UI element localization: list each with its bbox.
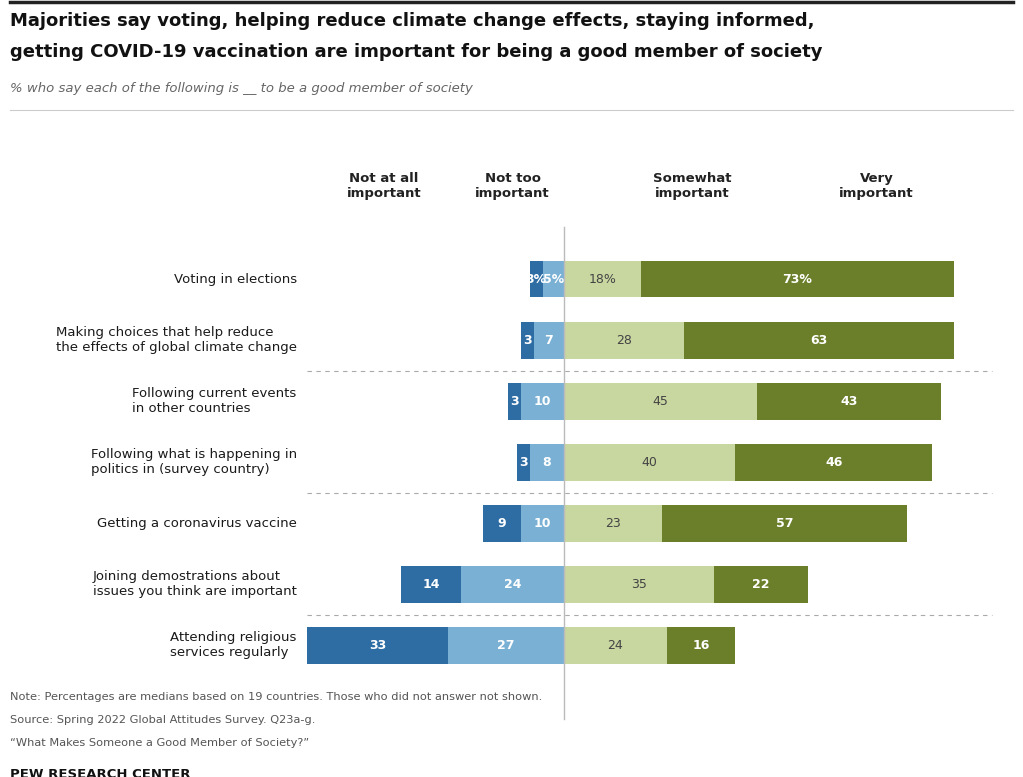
Text: Note: Percentages are medians based on 19 countries. Those who did not answer no: Note: Percentages are medians based on 1… bbox=[10, 692, 542, 702]
Text: 24: 24 bbox=[503, 578, 522, 591]
Text: 57: 57 bbox=[775, 517, 793, 530]
Bar bbox=[714, 566, 808, 603]
Text: Joining demostrations about
issues you think are important: Joining demostrations about issues you t… bbox=[93, 570, 297, 598]
Bar bbox=[564, 566, 714, 603]
Text: 16: 16 bbox=[693, 639, 710, 652]
Bar bbox=[736, 444, 932, 481]
Bar bbox=[564, 322, 683, 358]
Bar bbox=[683, 322, 953, 358]
Bar bbox=[508, 383, 521, 420]
Text: % who say each of the following is __ to be a good member of society: % who say each of the following is __ to… bbox=[10, 82, 473, 95]
Text: 23: 23 bbox=[606, 517, 621, 530]
Bar bbox=[564, 261, 641, 298]
Text: 14: 14 bbox=[422, 578, 440, 591]
Text: 24: 24 bbox=[608, 639, 623, 652]
Text: 27: 27 bbox=[497, 639, 515, 652]
Text: Not at all
important: Not at all important bbox=[347, 172, 421, 200]
Text: “What Makes Someone a Good Member of Society?”: “What Makes Someone a Good Member of Soc… bbox=[10, 738, 309, 748]
Bar bbox=[517, 444, 530, 481]
Text: 73%: 73% bbox=[783, 273, 812, 286]
Text: 3: 3 bbox=[519, 456, 528, 469]
Text: getting COVID-19 vaccination are important for being a good member of society: getting COVID-19 vaccination are importa… bbox=[10, 43, 822, 61]
Bar bbox=[521, 322, 534, 358]
Bar bbox=[564, 444, 736, 481]
Text: Somewhat
important: Somewhat important bbox=[654, 172, 731, 200]
Bar bbox=[534, 322, 564, 358]
Text: 7: 7 bbox=[544, 333, 553, 347]
Bar bbox=[564, 505, 663, 542]
Bar bbox=[483, 505, 521, 542]
Text: Not too
important: Not too important bbox=[476, 172, 549, 200]
Text: 3%: 3% bbox=[526, 273, 546, 286]
Bar bbox=[564, 383, 757, 420]
Bar bbox=[530, 261, 542, 298]
Text: 3: 3 bbox=[510, 395, 519, 408]
Text: Voting in elections: Voting in elections bbox=[174, 273, 297, 286]
Bar bbox=[641, 261, 953, 298]
Bar bbox=[530, 444, 564, 481]
Text: 22: 22 bbox=[752, 578, 769, 591]
Bar bbox=[461, 566, 564, 603]
Bar bbox=[564, 627, 667, 664]
Text: 35: 35 bbox=[631, 578, 647, 591]
Text: PEW RESEARCH CENTER: PEW RESEARCH CENTER bbox=[10, 768, 190, 777]
Text: 10: 10 bbox=[534, 517, 551, 530]
Bar bbox=[521, 505, 564, 542]
Text: Majorities say voting, helping reduce climate change effects, staying informed,: Majorities say voting, helping reduce cl… bbox=[10, 12, 814, 30]
Text: 5%: 5% bbox=[542, 273, 564, 286]
Bar bbox=[757, 383, 941, 420]
Text: Very
important: Very important bbox=[839, 172, 914, 200]
Text: 46: 46 bbox=[826, 456, 843, 469]
Text: 33: 33 bbox=[369, 639, 387, 652]
Bar bbox=[307, 627, 448, 664]
Bar bbox=[521, 383, 564, 420]
Text: 3: 3 bbox=[523, 333, 532, 347]
Text: 40: 40 bbox=[641, 456, 658, 469]
Text: Following current events
in other countries: Following current events in other countr… bbox=[132, 387, 297, 415]
Bar bbox=[542, 261, 564, 298]
Text: Getting a coronavirus vaccine: Getting a coronavirus vaccine bbox=[97, 517, 297, 530]
Text: 18%: 18% bbox=[588, 273, 617, 286]
Bar bbox=[401, 566, 461, 603]
Text: 45: 45 bbox=[653, 395, 668, 408]
Text: Attending religious
services regularly: Attending religious services regularly bbox=[170, 632, 297, 660]
Text: Following what is happening in
politics in (survey country): Following what is happening in politics … bbox=[91, 448, 297, 476]
Text: 9: 9 bbox=[497, 517, 506, 530]
Text: Source: Spring 2022 Global Attitudes Survey. Q23a-g.: Source: Spring 2022 Global Attitudes Sur… bbox=[10, 715, 316, 725]
Bar bbox=[448, 627, 564, 664]
Text: 8: 8 bbox=[542, 456, 551, 469]
Text: 28: 28 bbox=[616, 333, 632, 347]
Text: Making choices that help reduce
the effects of global climate change: Making choices that help reduce the effe… bbox=[55, 326, 297, 354]
Bar bbox=[663, 505, 906, 542]
Text: 43: 43 bbox=[840, 395, 857, 408]
Text: 63: 63 bbox=[810, 333, 828, 347]
Bar bbox=[667, 627, 736, 664]
Text: 10: 10 bbox=[534, 395, 551, 408]
